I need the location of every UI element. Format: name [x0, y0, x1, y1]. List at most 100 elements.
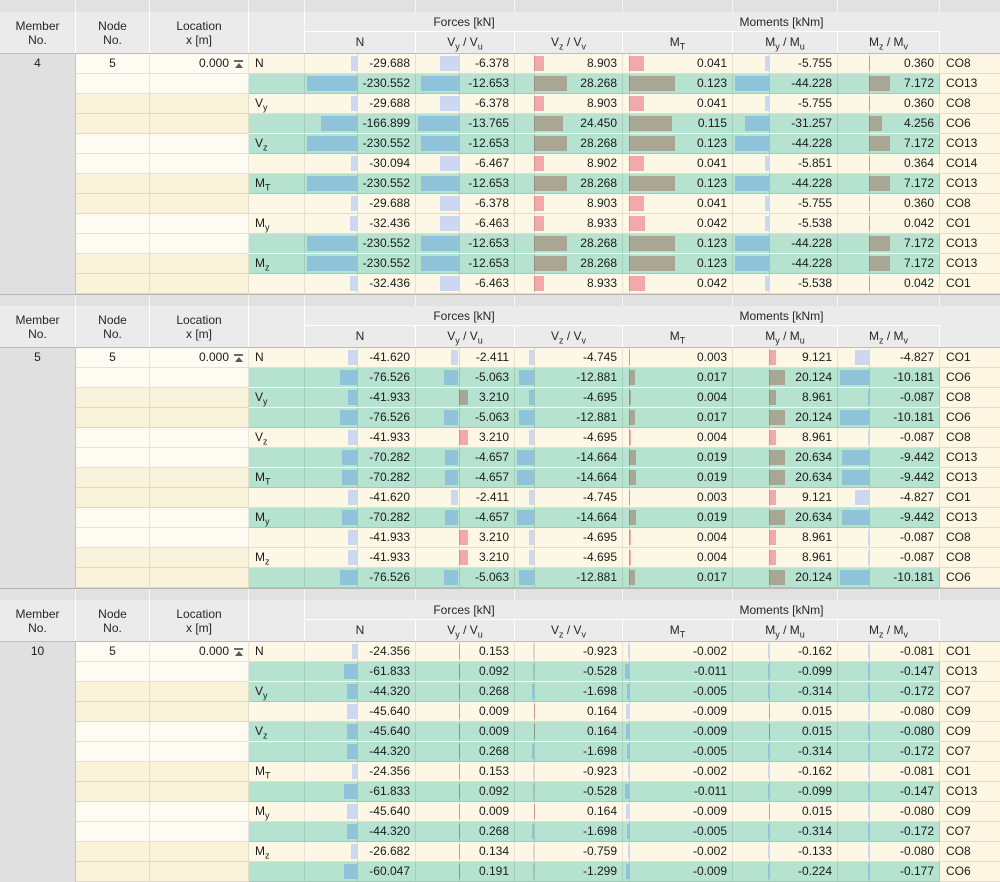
- cell-vy[interactable]: -6.463: [416, 214, 515, 234]
- cell-vy[interactable]: 3.210: [416, 528, 515, 548]
- cell-row-label[interactable]: Vy: [249, 388, 305, 408]
- cell-row-label[interactable]: [249, 154, 305, 174]
- cell-row-label[interactable]: N: [249, 54, 305, 74]
- cell-location[interactable]: [150, 682, 249, 702]
- cell-member-no[interactable]: [0, 722, 76, 742]
- cell-load-combination[interactable]: CO8: [940, 428, 1000, 448]
- cell-node-no[interactable]: [76, 408, 150, 428]
- cell-vy[interactable]: -6.467: [416, 154, 515, 174]
- cell-n[interactable]: -24.356: [305, 762, 416, 782]
- cell-vy[interactable]: -12.653: [416, 134, 515, 154]
- cell-row-label[interactable]: [249, 488, 305, 508]
- cell-node-no[interactable]: [76, 568, 150, 588]
- cell-member-no[interactable]: [0, 802, 76, 822]
- cell-location[interactable]: [150, 154, 249, 174]
- cell-load-combination[interactable]: CO13: [940, 234, 1000, 254]
- cell-vz[interactable]: -4.695: [515, 388, 623, 408]
- cell-n[interactable]: -41.620: [305, 488, 416, 508]
- cell-mt[interactable]: 0.004: [623, 428, 733, 448]
- cell-vz[interactable]: 8.902: [515, 154, 623, 174]
- cell-vy[interactable]: -2.411: [416, 488, 515, 508]
- cell-vz[interactable]: -14.664: [515, 468, 623, 488]
- cell-mz[interactable]: -0.087: [838, 388, 940, 408]
- cell-mt[interactable]: 0.003: [623, 488, 733, 508]
- cell-member-no[interactable]: [0, 214, 76, 234]
- cell-n[interactable]: -45.640: [305, 802, 416, 822]
- cell-node-no[interactable]: 5: [76, 54, 150, 74]
- cell-row-label[interactable]: [249, 822, 305, 842]
- cell-vy[interactable]: -12.653: [416, 234, 515, 254]
- cell-load-combination[interactable]: CO6: [940, 368, 1000, 388]
- cell-vz[interactable]: -0.923: [515, 762, 623, 782]
- cell-my[interactable]: -0.314: [733, 742, 838, 762]
- cell-node-no[interactable]: [76, 234, 150, 254]
- cell-n[interactable]: -70.282: [305, 448, 416, 468]
- cell-node-no[interactable]: [76, 448, 150, 468]
- cell-mt[interactable]: 0.017: [623, 568, 733, 588]
- cell-node-no[interactable]: [76, 488, 150, 508]
- cell-node-no[interactable]: [76, 702, 150, 722]
- cell-mz[interactable]: -0.087: [838, 428, 940, 448]
- cell-my[interactable]: 0.015: [733, 722, 838, 742]
- cell-row-label[interactable]: Vz: [249, 134, 305, 154]
- cell-mt[interactable]: -0.011: [623, 782, 733, 802]
- cell-mz[interactable]: -0.080: [838, 842, 940, 862]
- cell-node-no[interactable]: [76, 134, 150, 154]
- cell-my[interactable]: -0.162: [733, 762, 838, 782]
- cell-row-label[interactable]: [249, 368, 305, 388]
- cell-vz[interactable]: 8.903: [515, 94, 623, 114]
- cell-vz[interactable]: -1.698: [515, 822, 623, 842]
- cell-vy[interactable]: 0.153: [416, 762, 515, 782]
- cell-my[interactable]: 8.961: [733, 428, 838, 448]
- cell-load-combination[interactable]: CO6: [940, 408, 1000, 428]
- cell-load-combination[interactable]: CO13: [940, 662, 1000, 682]
- cell-mz[interactable]: -10.181: [838, 408, 940, 428]
- cell-load-combination[interactable]: CO7: [940, 742, 1000, 762]
- cell-node-no[interactable]: 5: [76, 642, 150, 662]
- cell-row-label[interactable]: [249, 74, 305, 94]
- cell-row-label[interactable]: MT: [249, 468, 305, 488]
- cell-vy[interactable]: -5.063: [416, 408, 515, 428]
- cell-n[interactable]: -32.436: [305, 214, 416, 234]
- cell-location[interactable]: [150, 702, 249, 722]
- cell-location[interactable]: [150, 722, 249, 742]
- cell-vy[interactable]: -4.657: [416, 508, 515, 528]
- cell-mz[interactable]: -4.827: [838, 348, 940, 368]
- cell-vy[interactable]: -6.378: [416, 54, 515, 74]
- cell-row-label[interactable]: N: [249, 348, 305, 368]
- cell-n[interactable]: -76.526: [305, 568, 416, 588]
- cell-vy[interactable]: -4.657: [416, 448, 515, 468]
- cell-vz[interactable]: 8.903: [515, 54, 623, 74]
- cell-mt[interactable]: 0.123: [623, 254, 733, 274]
- cell-mz[interactable]: 7.172: [838, 134, 940, 154]
- cell-mz[interactable]: -4.827: [838, 488, 940, 508]
- cell-load-combination[interactable]: CO13: [940, 782, 1000, 802]
- cell-node-no[interactable]: [76, 468, 150, 488]
- cell-location[interactable]: [150, 742, 249, 762]
- cell-member-no[interactable]: [0, 822, 76, 842]
- cell-vy[interactable]: 0.092: [416, 782, 515, 802]
- cell-node-no[interactable]: [76, 762, 150, 782]
- cell-my[interactable]: 20.124: [733, 408, 838, 428]
- cell-mt[interactable]: 0.017: [623, 408, 733, 428]
- cell-my[interactable]: -5.538: [733, 274, 838, 294]
- cell-n[interactable]: -166.899: [305, 114, 416, 134]
- cell-vz[interactable]: 28.268: [515, 254, 623, 274]
- cell-member-no[interactable]: [0, 428, 76, 448]
- cell-row-label[interactable]: Vz: [249, 428, 305, 448]
- cell-vz[interactable]: 28.268: [515, 74, 623, 94]
- cell-load-combination[interactable]: CO1: [940, 488, 1000, 508]
- cell-member-no[interactable]: 5: [0, 348, 76, 368]
- cell-location[interactable]: [150, 94, 249, 114]
- cell-mz[interactable]: -10.181: [838, 368, 940, 388]
- cell-mt[interactable]: -0.011: [623, 662, 733, 682]
- cell-mz[interactable]: -0.080: [838, 722, 940, 742]
- cell-mt[interactable]: 0.004: [623, 528, 733, 548]
- cell-n[interactable]: -26.682: [305, 842, 416, 862]
- cell-member-no[interactable]: [0, 94, 76, 114]
- cell-node-no[interactable]: [76, 722, 150, 742]
- cell-row-label[interactable]: Mz: [249, 548, 305, 568]
- cell-n[interactable]: -44.320: [305, 682, 416, 702]
- cell-n[interactable]: -230.552: [305, 174, 416, 194]
- cell-mz[interactable]: 0.360: [838, 54, 940, 74]
